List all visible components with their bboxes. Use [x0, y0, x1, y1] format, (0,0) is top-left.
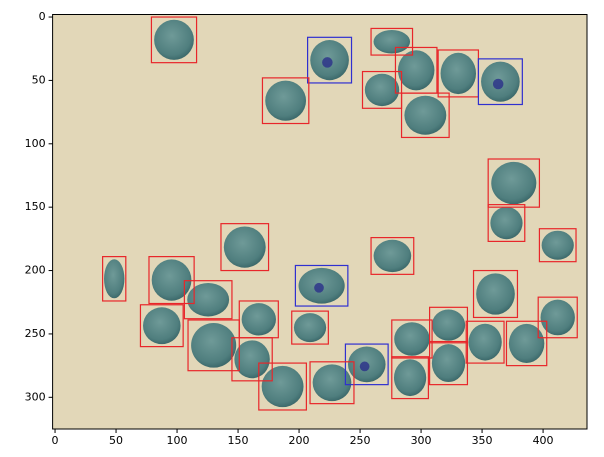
cell [476, 273, 515, 314]
x-tick-label: 400 [533, 434, 554, 447]
cell [365, 74, 399, 106]
cell [152, 259, 192, 300]
cell [541, 300, 575, 336]
cell [374, 240, 412, 272]
cell [490, 207, 522, 239]
cell [265, 81, 306, 121]
x-tick-label: 300 [411, 434, 432, 447]
x-tick-label: 50 [109, 434, 123, 447]
cell [468, 324, 501, 361]
cell [262, 366, 304, 407]
cell-inclusion [322, 57, 333, 68]
cell [432, 309, 465, 340]
y-tick-label: 300 [25, 390, 46, 403]
cell [542, 231, 574, 260]
cell [224, 226, 266, 267]
cell [394, 322, 429, 355]
cell [394, 359, 426, 396]
cell [509, 324, 544, 363]
cell [294, 313, 326, 342]
x-tick-label: 200 [289, 434, 310, 447]
x-tick-label: 150 [228, 434, 249, 447]
cell [143, 307, 181, 344]
x-tick-label: 250 [350, 434, 371, 447]
cell-inclusion [360, 362, 370, 372]
x-tick-label: 0 [52, 434, 59, 447]
cell [191, 323, 236, 368]
x-tick-label: 350 [472, 434, 493, 447]
cell [491, 162, 536, 204]
cell-inclusion [314, 283, 324, 293]
x-tick-label: 100 [167, 434, 188, 447]
y-tick-label: 200 [25, 264, 46, 277]
cell [398, 50, 435, 90]
cell [154, 20, 194, 60]
cell [441, 53, 476, 94]
y-tick-label: 150 [25, 200, 46, 213]
y-tick-label: 250 [25, 327, 46, 340]
y-tick-label: 50 [32, 73, 46, 86]
cell [187, 283, 229, 316]
cell-inclusion [493, 79, 504, 90]
chart: 0 50 100 150 200 250 300 350 400 0 50 100 150 200 250 3… [0, 0, 604, 457]
cell [242, 303, 276, 335]
cell [374, 30, 411, 53]
cell [432, 344, 465, 382]
y-tick-label: 0 [39, 10, 46, 23]
cell [104, 259, 124, 298]
y-tick-label: 100 [25, 137, 46, 150]
cell [404, 96, 446, 135]
